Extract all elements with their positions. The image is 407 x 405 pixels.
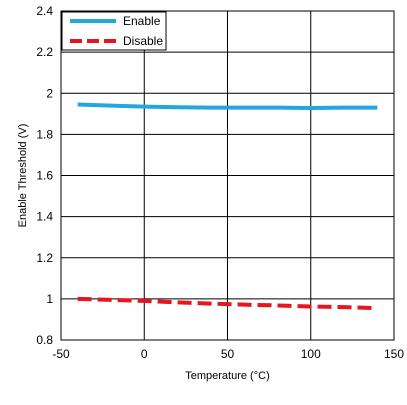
series-line-enable (77, 102, 378, 111)
y-tick-label: 1.4 (36, 210, 53, 224)
x-tick-label: -50 (52, 347, 70, 361)
legend-box (61, 11, 167, 51)
series-lines (77, 102, 378, 311)
y-tick-label: 2.4 (36, 4, 53, 18)
x-tick-labels: -50 0 50 100 150 (52, 347, 404, 361)
x-tick-label: 150 (384, 347, 404, 361)
y-tick-label: 0.8 (36, 333, 53, 347)
y-tick-labels: 0.8 1 1.2 1.4 1.6 1.8 2 2.2 2.4 (36, 4, 53, 347)
series-line-disable (77, 296, 378, 311)
y-axis-title: Enable Threshold (V) (17, 124, 29, 228)
x-tick-label: 0 (141, 347, 148, 361)
grid (60, 10, 395, 341)
plot-frame (60, 10, 395, 341)
y-tick-label: 1.2 (36, 251, 53, 265)
y-tick-label: 2.2 (36, 45, 53, 59)
legend-label-enable: Enable (123, 14, 161, 28)
x-tick-label: 100 (301, 347, 321, 361)
y-tick-label: 1 (46, 292, 53, 306)
legend-label-disable: Disable (123, 34, 163, 48)
y-tick-label: 1.6 (36, 169, 53, 183)
x-axis-title: Temperature (°C) (185, 370, 269, 382)
y-tick-label: 1.8 (36, 127, 53, 141)
y-tick-label: 2 (46, 86, 53, 100)
x-tick-label: 50 (221, 347, 235, 361)
legend: Enable Disable (61, 11, 167, 51)
